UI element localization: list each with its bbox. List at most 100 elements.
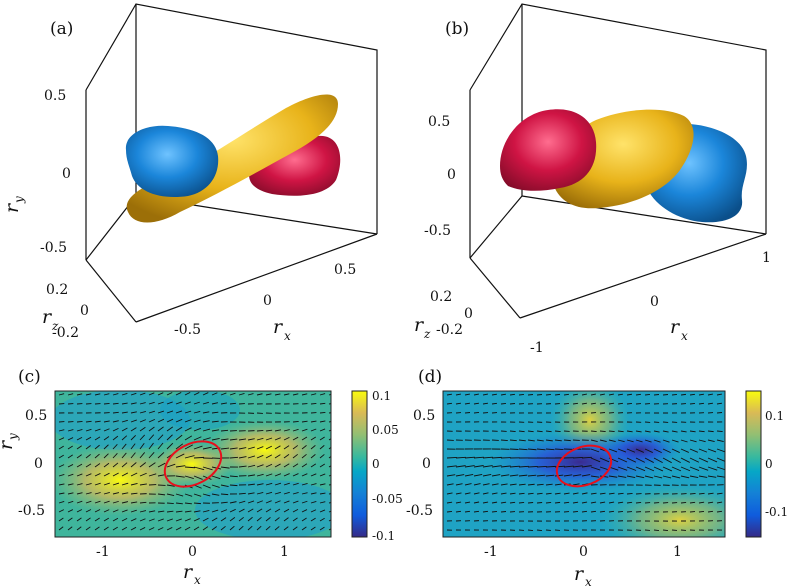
panel-c-colorbar [352,391,367,537]
vector-arrow [175,475,185,478]
panel-b-rz-tick: -0.2 [436,322,463,338]
vector-arrow [85,393,92,396]
vector-arrow [707,457,718,463]
vector-arrow [680,448,689,453]
panel-b-ry-tick: 0 [447,167,456,183]
vector-arrow [716,510,723,513]
panel-b-rx-label: r x [670,316,688,343]
vector-arrow [563,465,574,468]
vector-arrow [644,393,651,396]
vector-arrow [256,437,264,441]
vector-arrow [130,419,137,423]
vector-arrow [599,501,606,504]
vector-arrow [202,484,211,489]
vector-arrow [527,439,535,442]
panel-b-rz-axis [469,195,523,259]
vector-arrow [157,462,166,468]
vector-arrow [220,525,226,531]
panel-c-x-tick: 1 [280,544,289,560]
vector-arrow [112,462,119,468]
vector-arrow [247,464,256,468]
vector-arrow [58,464,65,468]
vector-arrow [58,501,65,504]
vector-arrow [94,492,101,495]
vector-arrow [455,465,466,468]
vector-arrow [211,526,217,531]
vector-arrow [76,517,82,522]
vector-arrow [121,472,129,477]
vector-arrow [229,402,236,405]
vector-arrow [599,430,606,433]
vector-arrow [464,483,472,486]
vector-arrow [473,473,483,477]
vector-arrow [112,444,118,450]
vector-arrow [157,418,165,423]
vector-arrow [671,430,678,433]
vector-arrow [689,430,696,433]
vector-arrow [175,434,183,441]
vector-arrow [617,393,624,396]
vector-arrow [536,448,546,451]
vector-arrow [446,483,454,486]
vector-arrow [193,445,203,450]
vector-arrow [58,492,65,495]
vector-arrow [130,452,136,459]
vector-arrow [518,448,528,451]
vector-arrow [626,501,633,504]
vector-arrow [85,492,92,495]
vector-arrow [193,475,203,480]
heatmap-warm-region [600,484,725,537]
vector-arrow [112,411,119,414]
vector-arrow [698,393,705,396]
vector-arrow [112,452,118,459]
panel-d-label: (d) [418,367,442,387]
panel-b-box-back [469,3,767,234]
vector-arrow [94,453,100,459]
vector-arrow [310,492,317,495]
panel-d-y-tick: 0 [422,456,431,472]
vector-arrow [103,393,110,396]
vector-arrow [76,483,83,486]
vector-arrow [608,510,615,513]
vector-arrow [527,474,537,477]
vector-arrow [184,419,192,423]
vector-arrow [464,412,471,414]
vector-arrow [698,448,708,453]
panel-d-frame [442,390,726,538]
vector-arrow [545,502,552,504]
vector-arrow [184,410,192,414]
vector-arrow [166,493,175,496]
vector-arrow [292,445,299,450]
vector-arrow [256,454,264,459]
vector-arrow [67,445,73,450]
vector-arrow [283,445,290,450]
vector-arrow [482,456,493,459]
vector-arrow [139,419,147,423]
vector-arrow [238,492,246,495]
vector-arrow [175,526,182,531]
vector-arrow [482,492,489,495]
vector-arrow [238,508,245,513]
vector-arrow [554,501,561,504]
vector-arrow [148,401,155,405]
vector-arrow [247,393,254,396]
vector-arrow [545,474,555,477]
panel-a-ry-tick: 0 [62,166,71,182]
vector-arrow [247,438,255,441]
vector-arrow [112,402,119,405]
vector-arrow [274,482,282,486]
vector-arrow [509,492,516,495]
vector-arrow [301,517,307,522]
vector-arrow [67,473,74,477]
vector-arrow [608,501,615,504]
vector-arrow [202,392,209,396]
vector-arrow [121,462,128,468]
vector-arrow [581,510,588,513]
vector-arrow [220,466,230,469]
vector-arrow [94,482,101,486]
vector-arrow [184,475,194,479]
vector-arrow [689,492,696,495]
vector-arrow [121,517,128,522]
vector-arrow [139,501,147,504]
vector-arrow [202,411,210,414]
